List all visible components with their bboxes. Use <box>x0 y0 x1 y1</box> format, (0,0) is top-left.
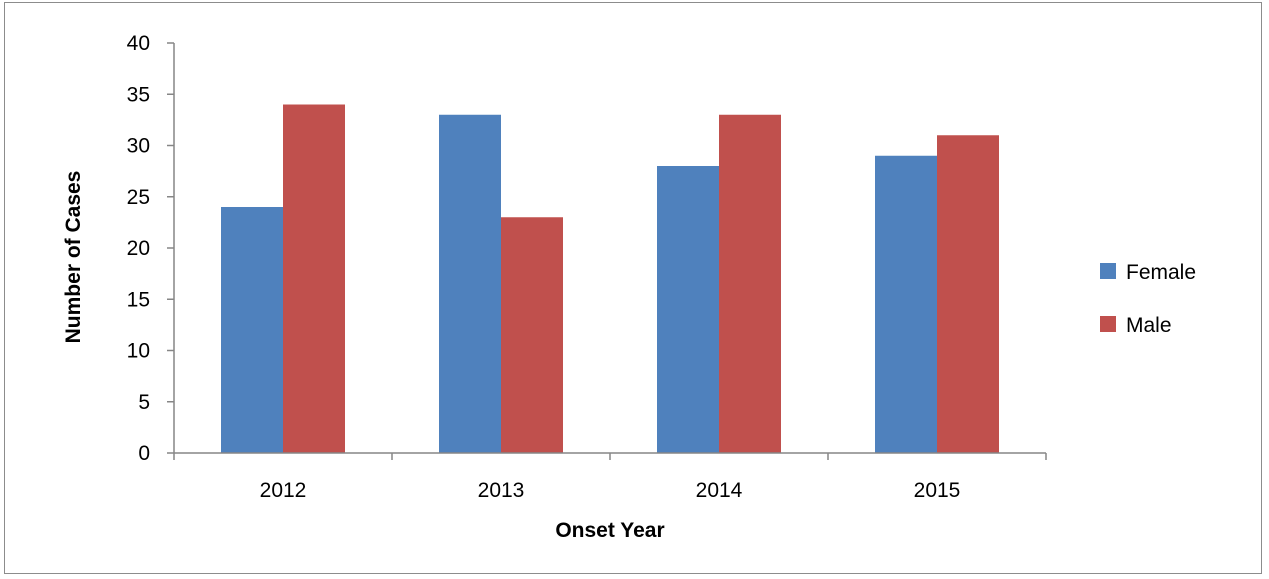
bar-male-2014 <box>719 114 781 453</box>
y-tick-label: 0 <box>138 442 150 465</box>
bar-female-2014 <box>657 166 719 453</box>
y-tick-label: 15 <box>127 288 150 311</box>
bar-female-2012 <box>221 207 283 453</box>
chart-frame <box>4 2 1262 574</box>
y-tick-label: 25 <box>127 186 150 209</box>
legend-swatch-male <box>1100 316 1116 332</box>
bar-female-2015 <box>875 155 937 453</box>
y-tick-label: 30 <box>127 135 150 158</box>
y-axis-title: Number of Cases <box>62 171 85 344</box>
y-tick-label: 10 <box>127 340 150 363</box>
y-tick-label: 40 <box>127 32 150 55</box>
bar-male-2013 <box>501 217 563 453</box>
x-tick-label: 2012 <box>260 479 307 502</box>
x-tick-label: 2015 <box>914 479 961 502</box>
legend-label-female: Female <box>1126 261 1196 284</box>
bars-group <box>221 104 999 453</box>
legend-label-male: Male <box>1126 314 1172 337</box>
y-tick-label: 20 <box>127 237 150 260</box>
x-tick-label: 2014 <box>696 479 743 502</box>
bar-male-2012 <box>283 104 345 453</box>
x-axis-ticks: 2012 2013 2014 2015 <box>173 453 1047 502</box>
bar-male-2015 <box>937 135 999 453</box>
bar-female-2013 <box>439 114 501 453</box>
x-tick-label: 2013 <box>478 479 525 502</box>
legend-swatch-female <box>1100 263 1116 279</box>
legend: Female Male <box>1100 261 1196 337</box>
y-tick-label: 5 <box>138 391 150 414</box>
y-tick-label: 35 <box>127 83 150 106</box>
y-axis-ticks: 0 5 10 15 20 25 30 35 40 <box>127 32 174 465</box>
x-axis-title: Onset Year <box>555 519 664 542</box>
